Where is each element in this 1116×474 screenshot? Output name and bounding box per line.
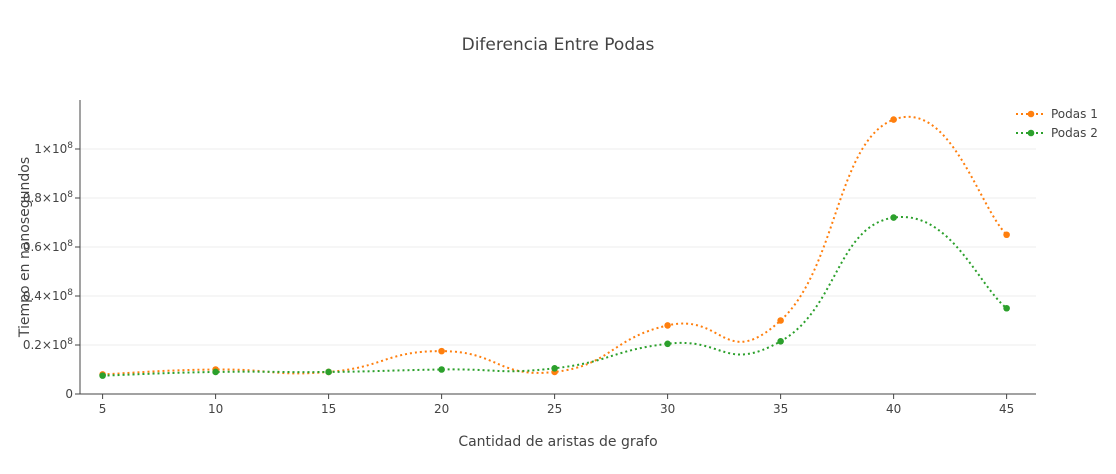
data-point[interactable]	[664, 340, 671, 348]
chart-title: Diferencia Entre Podas	[462, 35, 655, 55]
x-tick-label: 15	[321, 402, 336, 416]
x-tick-label: 20	[434, 402, 449, 416]
legend-marker	[1027, 129, 1035, 137]
x-tick-label: 10	[208, 402, 223, 416]
data-point[interactable]	[325, 368, 332, 376]
legend-label: Podas 2	[1051, 126, 1098, 140]
y-tick-label: 0.8×108	[23, 190, 73, 205]
y-tick-label-base: 0	[65, 387, 73, 401]
data-point[interactable]	[777, 317, 784, 324]
x-tick-label: 35	[773, 402, 788, 416]
series-line	[102, 115, 1008, 376]
legend-label: Podas 1	[1051, 107, 1098, 121]
y-tick-label-base: 0.8×10	[23, 191, 67, 205]
x-axis-title: Cantidad de aristas de grafo	[458, 434, 657, 450]
data-point[interactable]	[99, 372, 106, 379]
legend-item[interactable]: Podas 1	[1016, 107, 1098, 121]
series-line	[102, 216, 1008, 377]
x-tick-label: 5	[99, 402, 107, 416]
data-point[interactable]	[212, 368, 219, 376]
y-axis-title: Tiempo en nanosegundos	[17, 157, 33, 338]
y-tick-label-base: 1×10	[34, 142, 67, 156]
y-tick-label-exponent: 8	[67, 190, 73, 200]
y-tick-label-base: 0.6×10	[23, 240, 67, 254]
x-tick-label: 45	[999, 402, 1014, 416]
y-tick-label: 1×108	[34, 141, 73, 156]
data-point[interactable]	[777, 338, 784, 345]
data-point[interactable]	[438, 366, 445, 373]
data-point[interactable]	[1003, 231, 1010, 239]
y-tick-label: 0	[65, 387, 73, 401]
y-tick-label-exponent: 8	[67, 337, 73, 347]
y-tick-label-exponent: 8	[67, 288, 73, 298]
legend-item[interactable]: Podas 2	[1016, 126, 1098, 140]
y-tick-label: 0.2×108	[23, 337, 73, 352]
legend[interactable]: Podas 1 Podas 2	[1016, 107, 1098, 140]
grid-lines	[80, 148, 1036, 346]
y-tick-label: 0.6×108	[23, 239, 73, 254]
x-tick-label: 25	[547, 402, 562, 416]
data-point[interactable]	[551, 364, 558, 372]
y-tick-label: 0.4×108	[23, 288, 73, 303]
data-point[interactable]	[438, 347, 445, 355]
legend-marker	[1027, 110, 1035, 118]
plot-area[interactable]	[99, 115, 1010, 379]
data-point[interactable]	[1003, 304, 1010, 312]
x-tick-label: 40	[886, 402, 901, 416]
x-tick-label: 30	[660, 402, 675, 416]
series-podas-2[interactable]	[99, 214, 1010, 379]
y-tick-label-base: 0.2×10	[23, 338, 67, 352]
data-point[interactable]	[890, 214, 897, 221]
y-tick-label-base: 0.4×10	[23, 289, 67, 303]
data-point[interactable]	[664, 322, 671, 329]
data-point[interactable]	[890, 116, 897, 123]
y-tick-label-exponent: 8	[67, 141, 73, 151]
y-tick-label-exponent: 8	[67, 239, 73, 249]
